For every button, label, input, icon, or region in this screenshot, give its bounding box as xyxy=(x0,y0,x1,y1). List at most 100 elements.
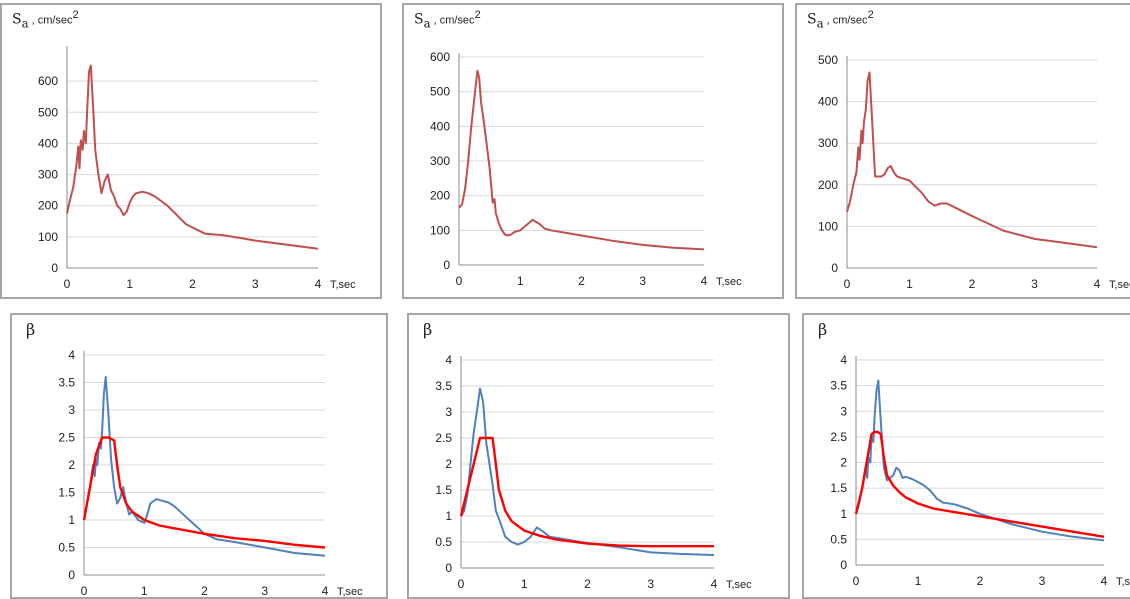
x-tick-label: 3 xyxy=(647,577,654,591)
y-tick-label: 4 xyxy=(445,353,452,367)
x-tick-label: 2 xyxy=(578,274,585,288)
chart-beta-2: 0 0.5 1 1.5 2 2.5 3 3.5 4 0 1 2 3 4 T,sec xyxy=(435,353,752,591)
y-tick-label: 0 xyxy=(443,258,450,272)
x-tick-label: 3 xyxy=(1039,574,1046,588)
x-tick-label: 3 xyxy=(1031,277,1038,291)
series-line-1 xyxy=(66,64,319,250)
x-tick-label: 4 xyxy=(315,277,322,291)
y-axis-label: Sa , cm/sec2 xyxy=(807,9,874,31)
chart-beta-3: 0 0.5 1 1.5 2 2.5 3 3.5 4 0 1 2 3 4 T,sec xyxy=(830,353,1130,588)
y-tick-label: 0 xyxy=(831,261,838,275)
y-tick-label: 2 xyxy=(840,456,847,470)
x-tick-label: 3 xyxy=(252,277,259,291)
series-line-2 xyxy=(854,430,1105,538)
x-tick-label: 3 xyxy=(261,584,268,598)
y-tick-label: 1.5 xyxy=(58,486,75,500)
y-tick-label: 0.5 xyxy=(435,535,452,549)
x-tick-label: 3 xyxy=(639,274,646,288)
x-tick-label: 4 xyxy=(711,577,718,591)
y-tick-label: 2.5 xyxy=(435,431,452,445)
y-tick-label: 3.5 xyxy=(830,379,847,393)
chart-sa-3: 0 100 200 300 400 500 0 1 2 3 4 T,sec xyxy=(818,53,1130,291)
x-axis-label: T,sec xyxy=(330,279,356,291)
x-axis-label: T,sec xyxy=(337,586,363,598)
series-line-2 xyxy=(459,436,714,548)
y-tick-label: 1.5 xyxy=(830,481,847,495)
y-tick-label: 0 xyxy=(445,561,452,575)
series-line-1 xyxy=(846,71,1098,249)
y-tick-label: 3.5 xyxy=(435,379,452,393)
y-tick-label: 3 xyxy=(445,405,452,419)
y-tick-label: 300 xyxy=(430,154,450,168)
y-tick-label: 1.5 xyxy=(435,483,452,497)
series-line-1 xyxy=(855,379,1105,542)
panel-beta-3: β 0 0.5 1 1.5 2 2.5 3 3.5 4 0 1 2 3 4 T,sec xyxy=(802,313,1130,599)
panel-beta-2: β 0 0.5 1 1.5 2 2.5 3 3.5 4 0 1 2 3 4 T,sec xyxy=(407,313,790,599)
y-axis-label: β xyxy=(26,320,36,339)
y-tick-label: 2 xyxy=(445,457,452,471)
chart-beta-1: 0 0.5 1 1.5 2 2.5 3 3.5 4 0 1 2 3 4 T,sec xyxy=(58,348,363,598)
x-tick-label: 2 xyxy=(969,277,976,291)
x-tick-label: 0 xyxy=(81,584,88,598)
x-tick-label: 1 xyxy=(141,584,148,598)
y-tick-label: 500 xyxy=(430,85,450,99)
y-tick-label: 0 xyxy=(68,568,75,582)
x-tick-label: 1 xyxy=(521,577,528,591)
panel-beta-1: β 0 0.5 1 1.5 2 2.5 3 3.5 4 0 1 2 3 4 T,sec xyxy=(10,313,388,599)
x-axis-label: T,sec xyxy=(1109,279,1130,291)
y-tick-label: 100 xyxy=(38,230,58,244)
y-tick-label: 200 xyxy=(818,178,838,192)
y-tick-label: 400 xyxy=(38,136,58,150)
y-tick-label: 200 xyxy=(430,189,450,203)
x-axis-label: T,sec xyxy=(1116,576,1130,588)
y-tick-label: 600 xyxy=(430,50,450,64)
chart-sa-2: 0 100 200 300 400 500 600 0 1 2 3 4 T,sec xyxy=(430,50,742,288)
x-tick-label: 0 xyxy=(456,274,463,288)
series-line-2 xyxy=(82,436,326,549)
y-tick-label: 3 xyxy=(840,404,847,418)
y-tick-label: 0 xyxy=(51,261,58,275)
x-axis-label: T,sec xyxy=(726,579,752,591)
x-tick-label: 0 xyxy=(458,577,465,591)
y-tick-label: 4 xyxy=(68,348,75,362)
y-tick-label: 2 xyxy=(68,458,75,472)
x-tick-label: 4 xyxy=(701,274,708,288)
x-axis-label: T,sec xyxy=(716,276,742,288)
panel-sa-2: Sa , cm/sec2 0 100 200 300 400 500 600 0 1 2 3 4 T,s… xyxy=(402,3,784,299)
y-tick-label: 100 xyxy=(818,219,838,233)
x-tick-label: 4 xyxy=(1101,574,1108,588)
y-tick-label: 0.5 xyxy=(58,541,75,555)
y-tick-label: 4 xyxy=(840,353,847,367)
x-tick-label: 2 xyxy=(584,577,591,591)
y-tick-label: 100 xyxy=(430,223,450,237)
x-tick-label: 1 xyxy=(126,277,133,291)
x-tick-label: 1 xyxy=(517,274,524,288)
y-axis-label: β xyxy=(423,320,433,339)
x-tick-label: 1 xyxy=(915,574,922,588)
y-tick-label: 400 xyxy=(818,95,838,109)
y-tick-label: 0.5 xyxy=(830,532,847,546)
y-tick-label: 2.5 xyxy=(830,430,847,444)
x-tick-label: 1 xyxy=(906,277,913,291)
x-tick-label: 2 xyxy=(201,584,208,598)
y-tick-label: 600 xyxy=(38,74,58,88)
y-axis-label: β xyxy=(818,320,828,339)
y-tick-label: 2.5 xyxy=(58,431,75,445)
x-tick-label: 0 xyxy=(64,277,71,291)
series-line-1 xyxy=(83,376,326,557)
series-line-1 xyxy=(460,387,715,556)
series-line-1 xyxy=(458,69,705,251)
y-tick-label: 1 xyxy=(840,507,847,521)
panel-sa-3: Sa , cm/sec2 0 100 200 300 400 500 0 1 2 3 4 T,sec xyxy=(795,3,1130,299)
x-tick-label: 0 xyxy=(853,574,860,588)
x-tick-label: 4 xyxy=(322,584,329,598)
y-axis-label: Sa , cm/sec2 xyxy=(12,9,79,31)
y-tick-label: 500 xyxy=(818,53,838,67)
y-tick-label: 1 xyxy=(445,509,452,523)
x-tick-label: 2 xyxy=(189,277,196,291)
x-tick-label: 2 xyxy=(977,574,984,588)
panel-sa-1: Sa , cm/sec2 0 100 200 300 400 500 600 0 1 2 3 4 T,s… xyxy=(0,3,382,299)
y-tick-label: 3.5 xyxy=(58,376,75,390)
y-tick-label: 3 xyxy=(68,403,75,417)
y-tick-label: 200 xyxy=(38,199,58,213)
